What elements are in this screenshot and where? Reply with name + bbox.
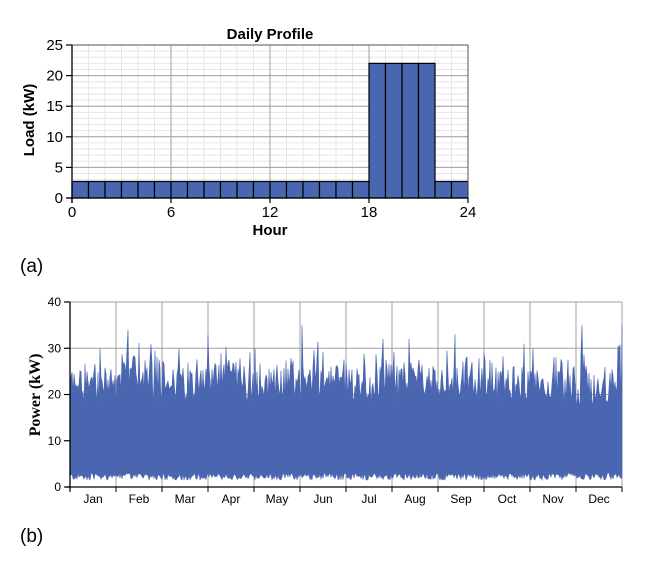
chart-a-bar bbox=[302, 180, 321, 199]
chart-a-x-tick-label: 6 bbox=[167, 204, 175, 221]
chart-a-x-axis-label: Hour bbox=[253, 222, 288, 239]
chart-a-bar bbox=[285, 180, 304, 199]
chart-a-y-axis-label: Load (kW) bbox=[21, 84, 38, 157]
chart-a-bar bbox=[137, 180, 156, 199]
chart-b-y-tick-label: 30 bbox=[48, 341, 62, 355]
chart-b-month-label: Aug bbox=[404, 492, 425, 506]
chart-b-month-label: Apr bbox=[222, 492, 241, 506]
chart-a-bar bbox=[368, 62, 387, 199]
chart-b-month-label: Sep bbox=[450, 492, 472, 506]
chart-b-power-area bbox=[69, 325, 623, 482]
chart-a-bar bbox=[219, 180, 238, 199]
chart-a-bars bbox=[71, 62, 469, 199]
chart-a-bar bbox=[236, 180, 255, 199]
chart-a-title: Daily Profile bbox=[227, 26, 314, 43]
chart-b-month-label: Nov bbox=[542, 492, 563, 506]
annual-power-chart: 0 10 20 30 40 Jan Feb Mar Apr May Jun Jul Aug Sep Oct N… bbox=[27, 295, 623, 506]
chart-a-bar bbox=[318, 180, 337, 199]
chart-a-bar bbox=[104, 180, 123, 199]
chart-a-bar bbox=[87, 180, 106, 199]
chart-a-axes: 0 5 10 15 20 25 0 6 12 18 24 bbox=[46, 37, 476, 221]
chart-a-bar bbox=[170, 180, 189, 199]
chart-a-bar bbox=[252, 180, 271, 199]
chart-b-y-tick-label: 20 bbox=[48, 388, 62, 402]
chart-b-month-label: May bbox=[266, 492, 289, 506]
chart-a-bar bbox=[203, 180, 222, 199]
chart-a-y-tick-label: 10 bbox=[46, 129, 63, 146]
chart-a-bar bbox=[434, 180, 453, 199]
chart-a-bar bbox=[269, 180, 288, 199]
chart-a-y-tick-label: 25 bbox=[46, 37, 63, 54]
chart-b-month-label: Mar bbox=[175, 492, 196, 506]
chart-a-bar bbox=[335, 180, 354, 199]
chart-a-bar bbox=[450, 180, 469, 199]
chart-a-bar bbox=[351, 180, 370, 199]
chart-b-y-tick-label: 0 bbox=[54, 480, 61, 494]
chart-a-bar bbox=[153, 180, 172, 199]
chart-a-y-tick-label: 5 bbox=[55, 159, 63, 176]
chart-b-month-label: Dec bbox=[588, 492, 609, 506]
chart-a-x-tick-label: 12 bbox=[262, 204, 279, 221]
chart-a-y-tick-label: 15 bbox=[46, 98, 63, 115]
chart-b-month-label: Jan bbox=[83, 492, 102, 506]
chart-b-y-tick-label: 10 bbox=[48, 434, 62, 448]
chart-a-bar bbox=[417, 62, 436, 199]
chart-b-axes: 0 10 20 30 40 Jan Feb Mar Apr May Jun Jul Aug Sep Oct N… bbox=[48, 295, 623, 506]
chart-a-bar bbox=[120, 180, 139, 199]
chart-a-bar bbox=[401, 62, 420, 199]
panel-label-b: (b) bbox=[20, 526, 44, 547]
chart-b-y-tick-label: 40 bbox=[48, 295, 62, 309]
chart-a-y-tick-label: 0 bbox=[55, 190, 63, 207]
chart-b-month-label: Jul bbox=[361, 492, 376, 506]
chart-a-x-tick-label: 0 bbox=[68, 204, 76, 221]
chart-a-y-tick-label: 20 bbox=[46, 68, 63, 85]
chart-a-bar bbox=[384, 62, 403, 199]
chart-a-x-tick-label: 18 bbox=[361, 204, 378, 221]
chart-a-bar bbox=[186, 180, 205, 199]
chart-b-month-label: Jun bbox=[313, 492, 332, 506]
daily-profile-chart: 0 5 10 15 20 25 0 6 12 18 24 Daily Profile Hour Lo… bbox=[21, 26, 476, 239]
chart-a-bar bbox=[71, 180, 90, 199]
chart-a-x-tick-label: 24 bbox=[460, 204, 477, 221]
panel-label-a: (a) bbox=[20, 256, 44, 277]
chart-b-month-label: Feb bbox=[129, 492, 150, 506]
chart-b-month-label: Oct bbox=[498, 492, 517, 506]
chart-b-y-axis-label: Power (kW) bbox=[27, 354, 44, 437]
